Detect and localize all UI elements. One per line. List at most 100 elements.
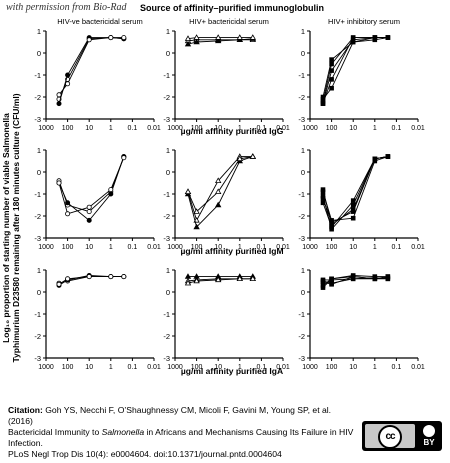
x-tick-label: 100: [191, 244, 203, 251]
x-tick-label: 0.01: [147, 125, 161, 132]
x-tick-label: 100: [191, 125, 203, 132]
y-tick-label: -1: [298, 190, 305, 199]
data-point: [320, 189, 326, 195]
y-tick-label: 1: [166, 27, 170, 36]
citation-journal: PLoS Negl Trop Dis 10(4): e0004604. doi:…: [8, 449, 282, 459]
y-tick-label: -3: [163, 234, 170, 243]
data-point: [236, 155, 243, 162]
data-point: [121, 35, 127, 41]
figure-super-title: Source of affinity–purified immunoglobul…: [140, 3, 324, 13]
y-tick-label: -2: [298, 332, 305, 341]
y-tick-label: -3: [34, 234, 41, 243]
data-point: [184, 40, 192, 47]
series-line: [58, 37, 124, 100]
y-tick-label: 0: [166, 168, 170, 177]
x-tick-label: 1: [109, 244, 113, 251]
series-line: [322, 156, 388, 226]
data-point: [329, 226, 334, 232]
data-point: [215, 276, 222, 283]
y-tick-label: -2: [163, 93, 170, 102]
by-label: BY: [423, 438, 435, 447]
data-point: [215, 37, 222, 44]
data-point: [249, 153, 256, 159]
x-tick-label: 1: [373, 244, 377, 251]
x-tick-label: 100: [62, 125, 74, 132]
data-point: [108, 274, 114, 280]
cc-logo: cc: [365, 424, 415, 449]
y-axis-label-top: Log₁₀ proportion of starting number of v…: [1, 113, 11, 343]
person-icon: [423, 425, 435, 437]
data-point: [193, 208, 200, 214]
x-tick-label: 1: [373, 364, 377, 371]
x-tick-label: 100: [62, 364, 74, 371]
y-tick-label: 1: [301, 266, 305, 275]
data-point: [215, 188, 222, 195]
y-tick-label: -2: [298, 93, 305, 102]
y-tick-label: -2: [34, 332, 41, 341]
y-tick-label: -2: [298, 212, 305, 221]
permission-watermark: with permission from Bio-Rad: [6, 2, 127, 13]
y-tick-label: 0: [166, 49, 170, 58]
data-point: [329, 57, 334, 62]
data-point: [329, 85, 334, 91]
data-point: [184, 188, 192, 195]
data-point: [236, 34, 243, 40]
x-tick-label: 100: [326, 125, 338, 132]
series-line: [58, 37, 124, 104]
y-tick-label: -3: [34, 115, 41, 124]
x-axis-label-row-0: µg/ml affinity purified IgG: [181, 126, 284, 136]
x-tick-label: 1: [238, 125, 242, 132]
y-tick-label: 0: [37, 49, 41, 58]
citation-title-a: Bactericidal Immunity to: [8, 427, 102, 437]
citation-block: Citation: Goh YS, Necchi F, O’Shaughness…: [8, 405, 358, 460]
y-tick-label: -3: [298, 115, 305, 124]
data-point: [193, 34, 200, 40]
data-point: [372, 156, 378, 162]
y-tick-label: -2: [34, 212, 41, 221]
data-point: [236, 275, 243, 282]
series-line: [187, 156, 253, 213]
x-tick-label: 0.1: [257, 364, 267, 371]
y-tick-label: -3: [34, 354, 41, 363]
x-tick-label: 1000: [167, 244, 183, 251]
data-point: [108, 191, 114, 197]
data-point: [249, 275, 256, 282]
y-tick-label: -3: [163, 115, 170, 124]
y-tick-label: -1: [163, 310, 170, 319]
data-point: [215, 34, 222, 40]
x-tick-label: 0.01: [411, 364, 425, 371]
x-tick-label: 10: [349, 364, 357, 371]
x-tick-label: 10: [85, 125, 93, 132]
data-point: [320, 101, 326, 106]
x-tick-label: 1000: [302, 364, 318, 371]
x-tick-label: 0.1: [392, 244, 402, 251]
data-point: [86, 274, 92, 280]
x-tick-label: 0.1: [392, 364, 402, 371]
y-tick-label: 1: [166, 266, 170, 275]
data-point: [65, 72, 71, 78]
x-tick-label: 0.01: [276, 125, 290, 132]
x-tick-label: 1000: [38, 364, 54, 371]
x-tick-label: 1000: [302, 125, 318, 132]
y-tick-label: -3: [298, 354, 305, 363]
x-tick-label: 10: [349, 244, 357, 251]
citation-title-italic: Salmonella: [101, 427, 145, 437]
y-tick-label: -2: [163, 212, 170, 221]
y-tick-label: -2: [34, 93, 41, 102]
data-point: [385, 35, 391, 40]
y-tick-label: 0: [301, 49, 305, 58]
y-tick-label: 1: [37, 266, 41, 275]
y-tick-label: 0: [166, 288, 170, 297]
data-point: [65, 200, 71, 206]
data-point: [86, 209, 92, 215]
x-tick-label: 10: [214, 244, 222, 251]
x-tick-label: 0.1: [257, 244, 267, 251]
y-tick-label: 0: [37, 168, 41, 177]
cc-by-license-badge[interactable]: cc BY: [362, 421, 442, 451]
data-point: [108, 187, 114, 193]
y-tick-label: -2: [163, 332, 170, 341]
